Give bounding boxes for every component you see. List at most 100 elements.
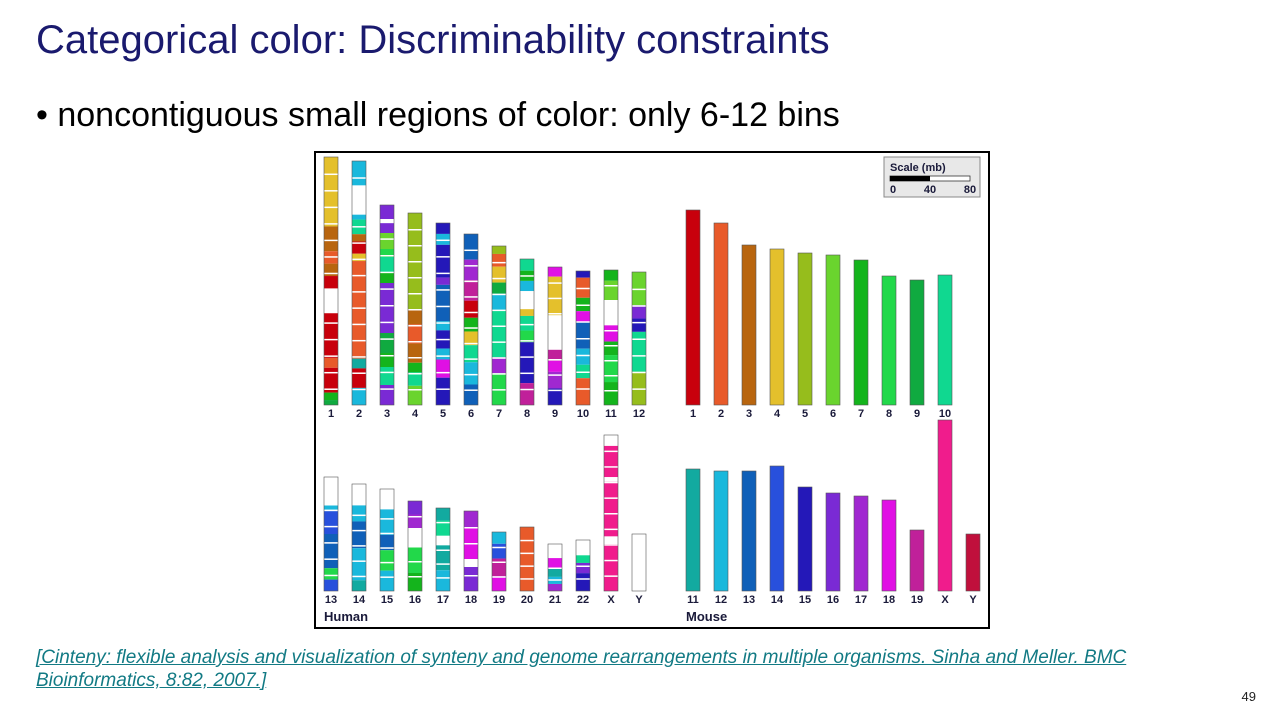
human-chr-8-outline (519, 258, 535, 406)
mouse-chr-17 (853, 495, 869, 592)
human-chr-9-band (548, 313, 562, 315)
human-chr-16-outline (407, 500, 423, 592)
human-chr-4-band (408, 309, 422, 311)
human-chr-label-5: 5 (440, 408, 446, 420)
human-chr-17-band (436, 521, 450, 524)
human-chr-1-segment (324, 400, 338, 405)
human-chr-12-segment (632, 331, 646, 372)
human-chr-11-segment (604, 325, 618, 342)
human-chr-5-band (436, 355, 450, 357)
human-chr-3-segment (380, 249, 394, 257)
human-chr-2-band (352, 339, 366, 342)
human-chr-20-outline (519, 526, 535, 592)
mouse-chr-label-11: 11 (687, 594, 699, 606)
human-chr-6-band (464, 296, 478, 298)
mouse-chr-label-13: 13 (743, 594, 755, 606)
human-chr-17-band (436, 563, 450, 565)
human-chr-12-segment (632, 305, 646, 319)
human-chr-5-band (436, 305, 450, 308)
human-chr-4-segment (408, 372, 422, 386)
human-chr-2-band (352, 372, 366, 374)
human-chr-1-band (324, 289, 338, 291)
human-chr-21-segment (548, 544, 562, 559)
human-chr-1-band (324, 173, 338, 176)
human-chr-14-band (352, 575, 366, 578)
human-chr-2-segment (352, 185, 366, 215)
human-chr-8-band (520, 275, 534, 277)
page-number: 49 (1241, 689, 1256, 704)
human-chr-4-band (408, 389, 422, 391)
human-chr-15-segment (380, 534, 394, 551)
mouse-chr-label-2: 2 (718, 408, 724, 420)
human-chr-label-22: 22 (577, 594, 589, 606)
scale-tick-0: 0 (890, 184, 896, 196)
human-chr-7-segment (492, 293, 506, 310)
human-chr-17-segment (436, 537, 450, 546)
human-chr-label-9: 9 (552, 408, 558, 420)
human-chr-13-band (324, 542, 338, 544)
human-chr-X-band (604, 575, 618, 577)
mouse-chr-2 (713, 222, 729, 406)
human-chr-21-band (548, 567, 562, 569)
human-chr-15-band (380, 532, 394, 535)
human-chr-9-segment (548, 276, 562, 316)
human-chr-15-band (380, 561, 394, 564)
mouse-chr-19 (909, 529, 925, 592)
human-chr-4-band (408, 293, 422, 295)
human-chr-label-21: 21 (549, 594, 561, 606)
human-chr-5-segment (436, 284, 450, 322)
citation-link[interactable]: [Cinteny: flexible analysis and visualiz… (36, 647, 1127, 691)
human-chr-12-band (632, 305, 646, 307)
human-chr-16-segment (408, 514, 422, 528)
mouse-chr-label-15: 15 (799, 594, 811, 606)
human-chr-17-band (436, 535, 450, 538)
human-chr-16-segment (408, 528, 422, 546)
human-chr-5-band (436, 338, 450, 341)
human-chr-X-band (604, 450, 618, 453)
human-chr-1-band (324, 190, 338, 192)
human-chr-4-band (408, 357, 422, 359)
human-chr-5-band (436, 371, 450, 374)
human-chr-8-band (520, 356, 534, 358)
human-chr-2-segment (352, 253, 366, 262)
human-chr-15-segment (380, 570, 394, 591)
human-chr-label-16: 16 (409, 594, 421, 606)
human-chr-1-band (324, 355, 338, 357)
human-chr-11-segment (604, 341, 618, 356)
scale-bar-fill (890, 176, 930, 181)
human-chr-9-band (548, 389, 562, 392)
human-chr-3-segment (380, 233, 394, 249)
human-chr-13-segment (324, 505, 338, 512)
human-chr-7-band (492, 293, 506, 296)
human-chr-20-band (520, 552, 534, 555)
human-chr-19-band (492, 576, 506, 578)
human-chr-9-band (548, 374, 562, 376)
mouse-chr-label-5: 5 (802, 408, 808, 420)
human-chr-16-segment (408, 546, 422, 573)
human-chr-label-X: X (607, 594, 615, 606)
human-chr-11-segment (604, 301, 618, 326)
human-chr-label-12: 12 (633, 408, 645, 420)
human-chr-18-band (464, 559, 478, 561)
human-chr-21-segment (548, 567, 562, 577)
human-chr-X-segment (604, 536, 618, 545)
mouse-chr-label-3: 3 (746, 408, 752, 420)
human-chr-22-outline (575, 539, 591, 592)
human-chr-4-band (408, 341, 422, 343)
human-chr-11-band (604, 375, 618, 377)
human-chr-label-7: 7 (496, 408, 502, 420)
human-chr-3-band (380, 388, 394, 390)
human-chr-7-band (492, 373, 506, 375)
human-chr-label-15: 15 (381, 594, 393, 606)
human-chr-3-band (380, 238, 394, 240)
human-chr-20-segment (520, 527, 534, 591)
human-chr-10-band (576, 304, 590, 306)
human-chr-13-band (324, 558, 338, 560)
human-chr-17-outline (435, 507, 451, 592)
human-chr-6-band (464, 327, 478, 329)
human-chr-9-band (548, 282, 562, 284)
human-chr-2-band (352, 307, 366, 309)
human-chr-6-band (464, 280, 478, 283)
human-chr-6-segment (464, 362, 478, 385)
